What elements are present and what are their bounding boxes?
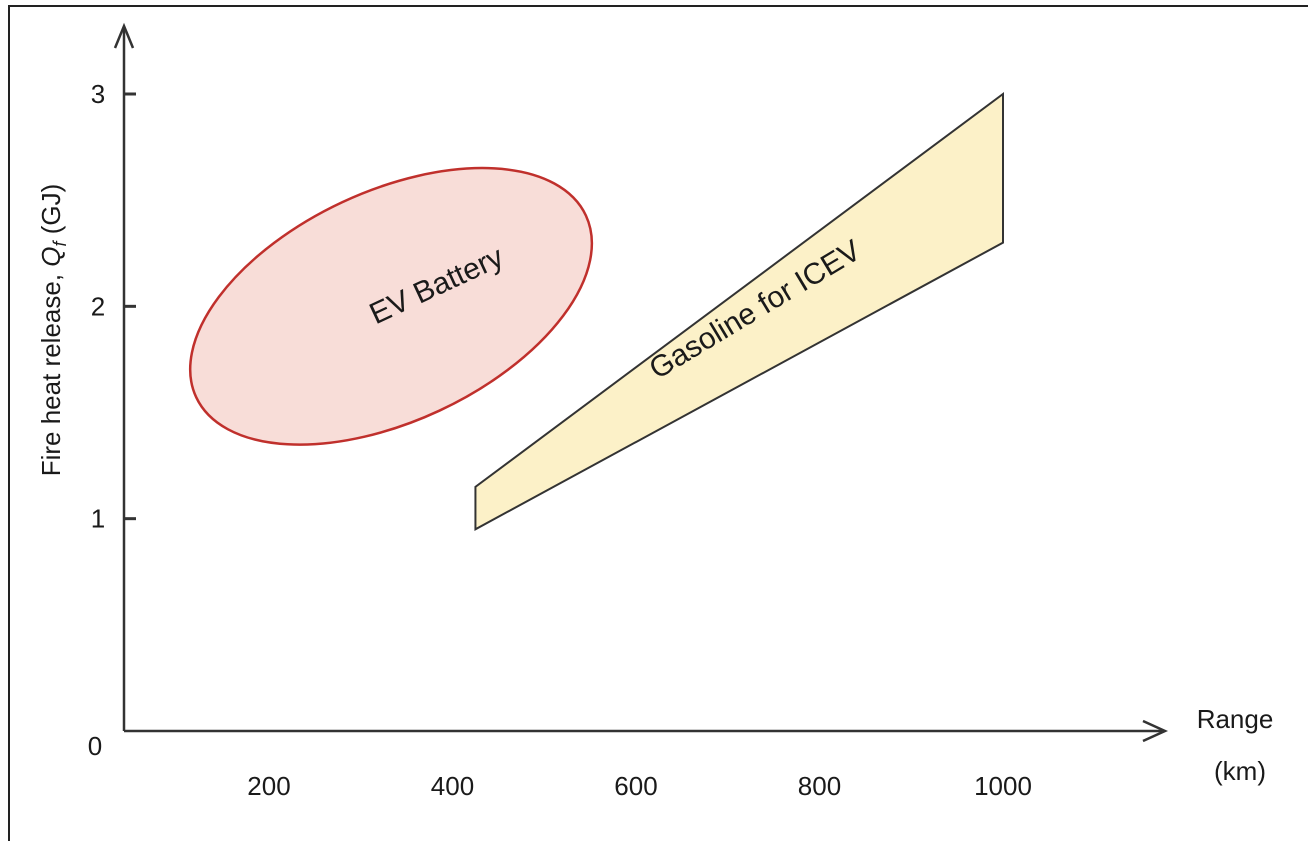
ev-battery-ellipse [188, 166, 594, 446]
region-ev-battery: EV Battery [188, 166, 594, 446]
y-axis-title: Fire heat release, Qf (GJ) [36, 184, 70, 477]
chart-axes [113, 22, 1169, 743]
chart-regions: EV Battery Gasoline for ICEV [188, 92, 1004, 531]
x-tick-label: 800 [798, 771, 841, 801]
chart-frame [8, 5, 1308, 841]
x-tick-label: 400 [431, 771, 474, 801]
x-tick-label: 600 [614, 771, 657, 801]
x-axis-title-line-2: (km) [1214, 756, 1266, 786]
y-axis-arrow [113, 22, 135, 49]
y-axis-title-prefix: Fire heat release, [36, 267, 66, 477]
y-tick-label: 3 [91, 79, 105, 109]
y-axis-title-subscript: f [50, 239, 70, 246]
y-axis-title-symbol: Q [36, 246, 66, 266]
y-tick-label: 0 [88, 731, 102, 761]
chart-ticks: 0 1 2 3 200 400 600 800 1000 [88, 79, 1032, 801]
x-tick-label: 200 [247, 771, 290, 801]
x-tick-label: 1000 [974, 771, 1032, 801]
gasoline-polygon [474, 92, 1004, 531]
y-tick-label: 2 [91, 291, 105, 321]
x-axis-title-line-1: Range [1197, 704, 1274, 734]
y-axis-title-suffix: (GJ) [36, 184, 66, 242]
y-tick-label: 1 [91, 504, 105, 534]
x-axis-arrow [1142, 719, 1169, 743]
